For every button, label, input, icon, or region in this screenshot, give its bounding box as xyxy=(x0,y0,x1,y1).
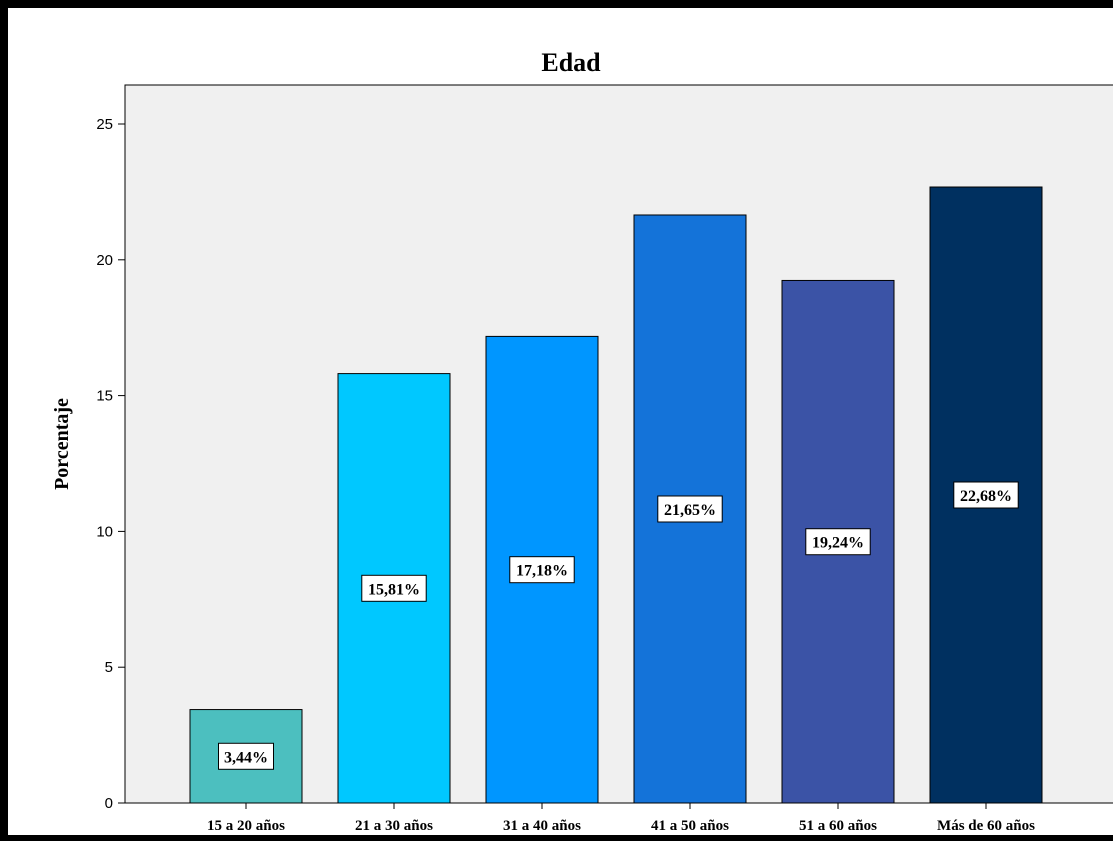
y-tick-label: 0 xyxy=(105,795,113,812)
data-label-text: 22,68% xyxy=(960,488,1012,505)
x-tick-label: 15 a 20 años xyxy=(207,818,285,834)
data-label-text: 15,81% xyxy=(368,581,420,598)
data-label-box xyxy=(805,528,871,556)
bar xyxy=(485,335,599,804)
data-label-text: 19,24% xyxy=(812,535,864,552)
data-label: 21,65% xyxy=(657,495,723,523)
y-tick-label: 15 xyxy=(96,388,113,405)
data-label-text: 17,18% xyxy=(516,563,568,580)
data-label: 3,44% xyxy=(218,742,274,770)
y-axis-label: Porcentaje xyxy=(51,398,73,490)
data-label-box xyxy=(218,742,274,770)
data-label-box xyxy=(509,556,575,584)
data-label: 17,18% xyxy=(509,556,575,584)
y-tick-label: 5 xyxy=(105,659,113,676)
y-tick-label: 20 xyxy=(96,252,113,269)
y-tick-label: 10 xyxy=(96,523,113,540)
chart-title: Edad xyxy=(541,48,601,77)
data-label-box xyxy=(657,495,723,523)
x-tick-label: Más de 60 años xyxy=(937,818,1035,834)
data-label: 22,68% xyxy=(953,481,1019,509)
y-axis-ticks: 0 5 10 15 20 25 xyxy=(96,116,125,812)
data-label-box xyxy=(361,574,427,602)
bars xyxy=(189,186,1043,804)
x-tick-label: 51 a 60 años xyxy=(799,818,877,834)
x-tick-label: 21 a 30 años xyxy=(355,818,433,834)
x-axis-ticks: 15 a 20 años 21 a 30 años 31 a 40 años 41 a… xyxy=(207,803,1035,834)
x-tick-label: 41 a 50 años xyxy=(651,818,729,834)
data-label-text: 21,65% xyxy=(664,502,716,519)
data-label: 15,81% xyxy=(361,574,427,602)
data-label-box xyxy=(953,481,1019,509)
data-label: 19,24% xyxy=(805,528,871,556)
bar-chart: Edad Porcentaje 0 5 10 15 20 25 15 a 20 años 2… xyxy=(51,48,1113,834)
data-label-text: 3,44% xyxy=(224,749,268,766)
y-tick-label: 25 xyxy=(96,116,113,133)
x-tick-label: 31 a 40 años xyxy=(503,818,581,834)
data-labels: 3,44% 15,81% 17,18% 21,65% 19,24% 22,68% xyxy=(218,481,1019,770)
